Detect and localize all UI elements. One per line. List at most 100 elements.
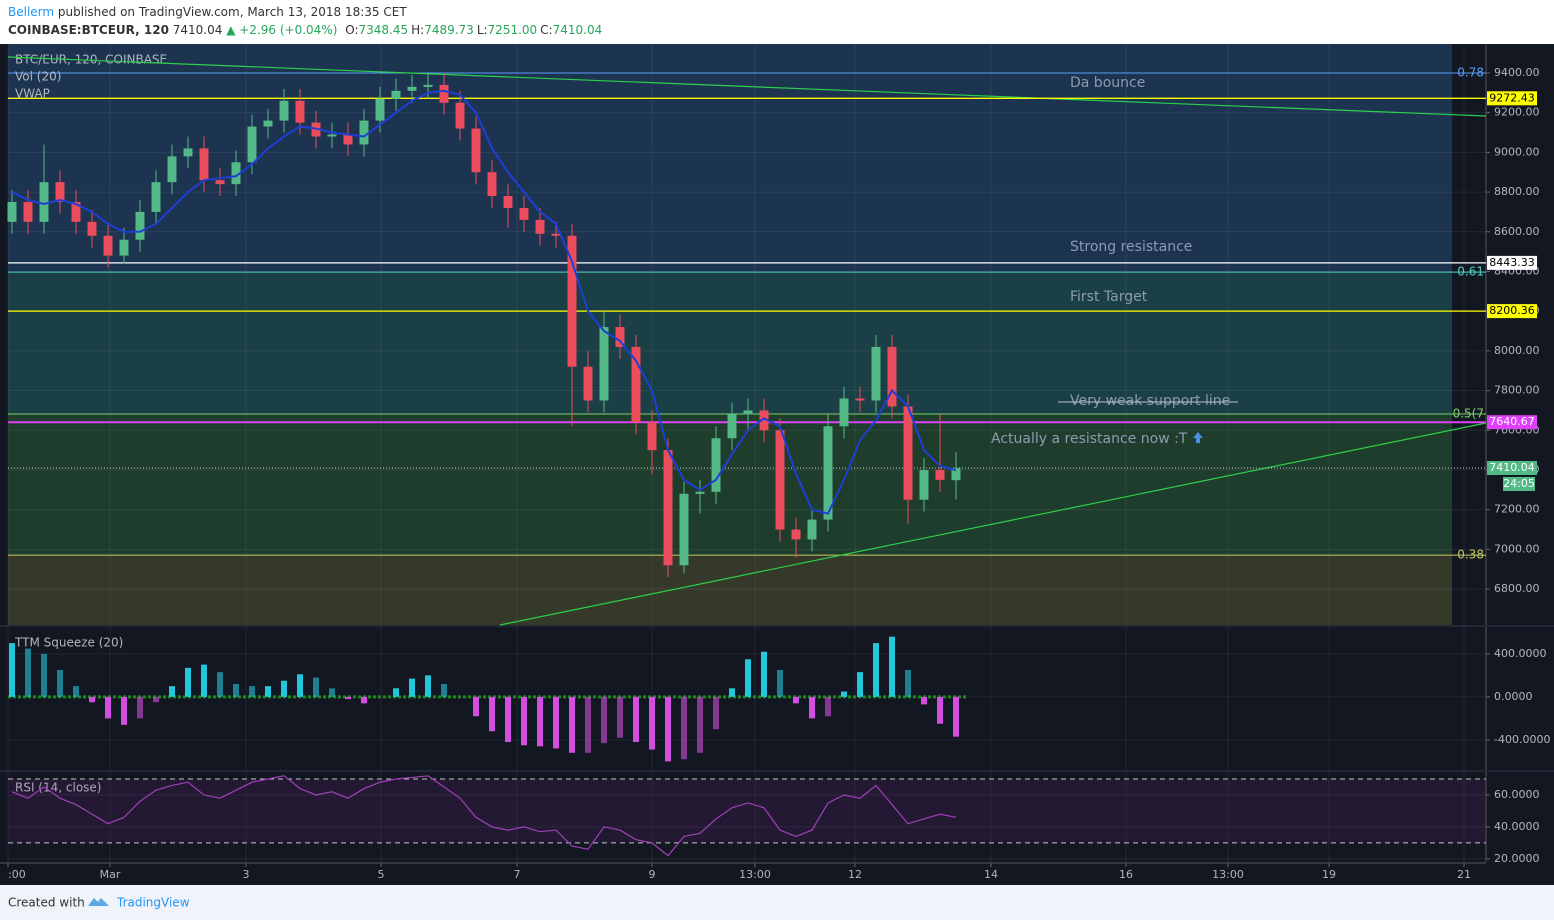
candle-body — [423, 84, 433, 87]
brand-logo — [88, 898, 109, 906]
squeeze-bar — [41, 653, 47, 697]
panel-bg — [8, 627, 1486, 770]
squeeze-bar — [665, 696, 671, 762]
legend-entry: VWAP — [15, 87, 50, 101]
candle-body — [679, 493, 689, 566]
y-tick-label: 9400.00 — [1494, 66, 1540, 79]
candle-body — [471, 128, 481, 173]
candle-body — [487, 172, 497, 197]
candle-body — [519, 207, 529, 220]
candle-body — [183, 148, 193, 157]
candle-body — [167, 156, 177, 183]
candle-body — [391, 90, 401, 99]
candle-body — [279, 100, 289, 121]
candle-body — [231, 162, 241, 185]
fib-zone — [8, 555, 1452, 625]
panel-bg — [8, 772, 1486, 862]
y-tick-label: -400.0000 — [1494, 733, 1550, 746]
symbol: COINBASE:BTCEUR, 120 — [8, 23, 169, 37]
candle-body — [87, 221, 97, 236]
fib-zone — [8, 44, 1452, 73]
candle-body — [919, 469, 929, 500]
price-tag-label: 7640.67 — [1489, 415, 1535, 428]
squeeze-bar — [201, 664, 207, 697]
squeeze-bar — [185, 667, 191, 697]
squeeze-bar — [473, 696, 479, 717]
squeeze-bar — [553, 696, 559, 749]
squeeze-bar — [9, 643, 15, 697]
candle-body — [23, 202, 33, 222]
squeeze-bar — [137, 696, 143, 719]
squeeze-bar — [393, 688, 399, 697]
arrow-up — [1193, 432, 1203, 443]
candle-body — [71, 202, 81, 222]
squeeze-bar — [649, 696, 655, 750]
candle-body — [375, 98, 385, 121]
squeeze-bar — [217, 672, 223, 697]
squeeze-bar — [777, 670, 783, 697]
y-tick-label: 8800.00 — [1494, 185, 1540, 198]
squeeze-bar — [521, 696, 527, 746]
x-tick-label: 19 — [1322, 868, 1336, 881]
price-tag — [1487, 255, 1537, 270]
footer-brand[interactable]: TradingView — [116, 896, 190, 910]
squeeze-bar — [681, 696, 687, 760]
y-tick-label: 8600.00 — [1494, 225, 1540, 238]
author[interactable]: Bellerm — [8, 5, 54, 19]
ohlc-value: 7410.04 — [553, 23, 603, 37]
candle-body — [871, 346, 881, 401]
candle-body — [663, 450, 673, 566]
annotation: First Target — [1070, 289, 1148, 305]
candle-body — [823, 426, 833, 520]
candle-body — [407, 86, 417, 91]
fib-zone — [8, 72, 1452, 273]
rsi-band — [8, 779, 1486, 843]
panel-title: BTC/EUR, 120, COINBASE — [15, 53, 167, 67]
squeeze-bar — [425, 675, 431, 697]
change: ▲ +2.96 (+0.04%) — [226, 23, 337, 37]
footer-bg — [0, 885, 1554, 920]
squeeze-bar — [713, 696, 719, 730]
candle-body — [631, 346, 641, 423]
squeeze-bar — [697, 696, 703, 753]
study-label: Vol (20) — [15, 70, 61, 84]
squeeze-bar — [793, 696, 799, 704]
candle-body — [855, 398, 865, 401]
squeeze-bar — [809, 696, 815, 719]
candle-body — [247, 126, 257, 163]
y-tick-label: 0.0000 — [1494, 690, 1533, 703]
candle-body — [39, 182, 49, 222]
ohlc-value: 7348.45 — [358, 23, 408, 37]
x-tick-label: 3 — [243, 868, 250, 881]
squeeze-bar — [345, 696, 351, 700]
squeeze-bar — [745, 659, 751, 697]
squeeze-bar — [729, 688, 735, 697]
annotation: Strong resistance — [1070, 239, 1192, 255]
last-price-tag — [1487, 460, 1537, 475]
squeeze-bar — [233, 683, 239, 697]
ohlc-value: 7489.73 — [424, 23, 474, 37]
squeeze-bar — [441, 683, 447, 697]
squeeze-bar — [505, 696, 511, 743]
candle-body — [327, 134, 337, 137]
squeeze-bar — [169, 686, 175, 697]
squeeze-bar — [329, 688, 335, 697]
squeeze-bar — [873, 643, 879, 697]
candle-body — [903, 406, 913, 500]
countdown-tag — [1503, 476, 1535, 491]
x-tick-label: 12 — [848, 868, 862, 881]
published: published on TradingView.com, March 13, … — [58, 5, 407, 19]
squeeze-bar — [857, 672, 863, 697]
candle-body — [599, 327, 609, 401]
candle-body — [359, 120, 369, 145]
candle-body — [759, 410, 769, 431]
candle-body — [119, 239, 129, 256]
fib-label: 0.5(7 — [1453, 406, 1484, 420]
countdown: 24:05 — [1503, 477, 1535, 490]
squeeze-bar — [633, 696, 639, 743]
candle-body — [455, 102, 465, 129]
price-tag-label: 8200.36 — [1489, 304, 1535, 317]
squeeze-bar — [937, 696, 943, 724]
y-tick-label: 7800.00 — [1494, 384, 1540, 397]
